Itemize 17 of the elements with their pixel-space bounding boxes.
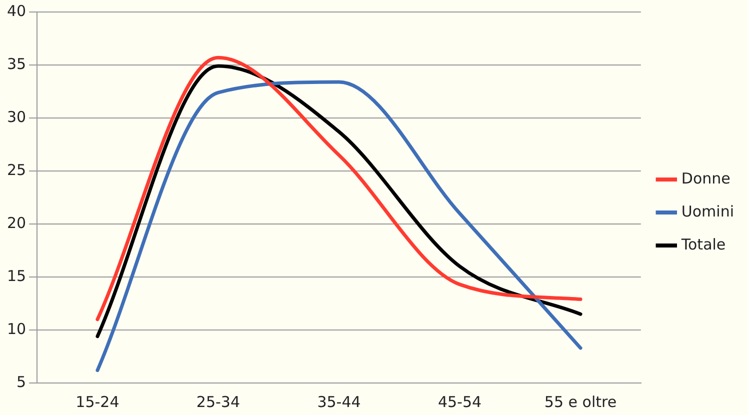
y-tick-label: 10 xyxy=(6,320,26,338)
legend-label: Totale xyxy=(680,235,726,254)
y-tick-label: 20 xyxy=(6,214,26,232)
y-tick-label: 30 xyxy=(6,108,26,126)
legend-label: Uomini xyxy=(681,202,734,220)
y-tick-label: 15 xyxy=(6,266,26,285)
y-tick-label: 40 xyxy=(6,2,26,20)
y-tick-label: 35 xyxy=(6,54,26,73)
x-tick-label: 35-44 xyxy=(317,392,361,411)
x-tick-label: 15-24 xyxy=(76,392,120,411)
x-tick-label: 55 e oltre xyxy=(544,392,617,411)
y-tick-label: 5 xyxy=(16,372,26,391)
x-tick-label: 25-34 xyxy=(196,392,240,411)
legend-label: Donne xyxy=(681,169,730,188)
line-series xyxy=(96,80,582,372)
x-tick-label: 45-54 xyxy=(438,392,482,411)
y-tick-label: 25 xyxy=(6,160,26,179)
